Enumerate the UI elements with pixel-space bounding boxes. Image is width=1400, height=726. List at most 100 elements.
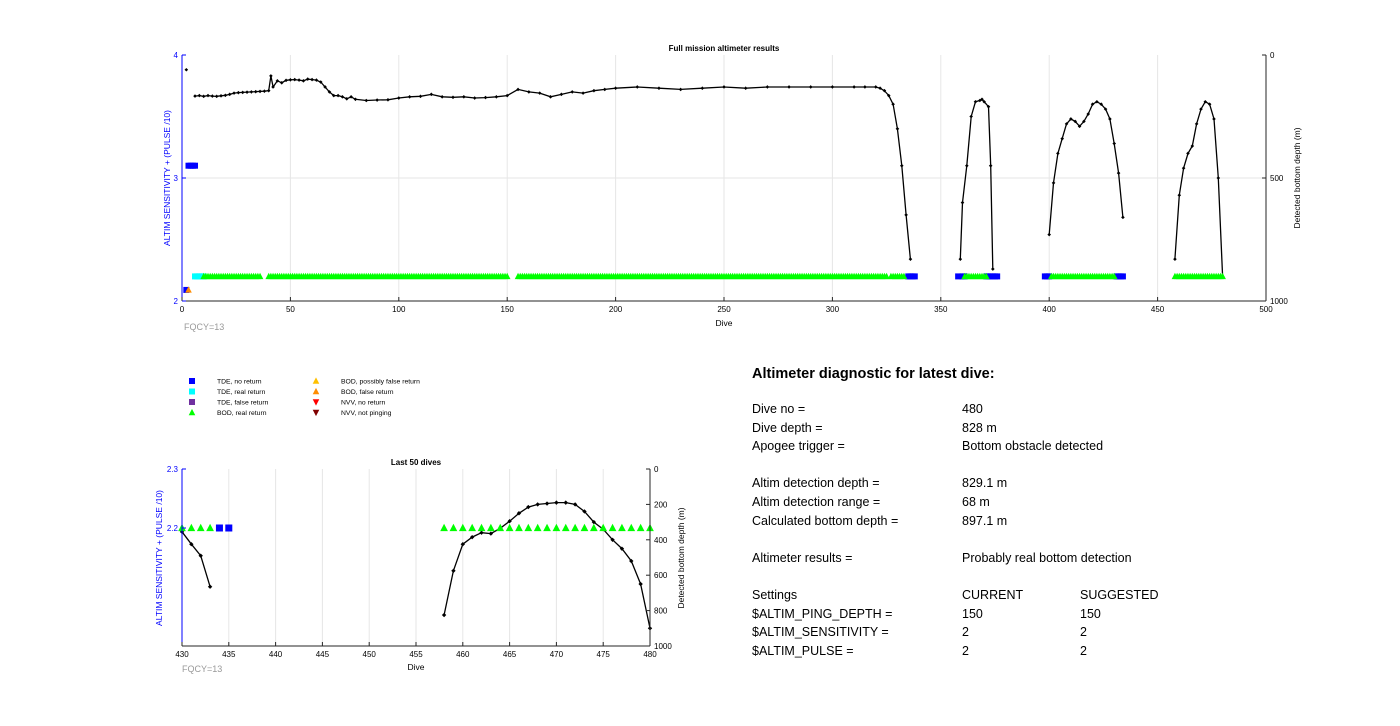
depth-point	[722, 85, 726, 89]
bod-real-return-marker	[477, 523, 486, 532]
current-header: CURRENT	[962, 587, 1024, 602]
depth-point	[1203, 99, 1208, 104]
depth-point	[245, 90, 249, 94]
depth-point	[657, 86, 661, 91]
right-axis-label: Detected bottom depth (m)	[676, 507, 686, 608]
depth-point	[891, 102, 895, 106]
grid	[181, 55, 1267, 301]
bod-real-return-marker	[608, 523, 617, 532]
depth-point	[314, 78, 319, 82]
depth-point	[460, 542, 465, 547]
left-tick-label: 2	[174, 297, 179, 306]
depth-point	[581, 91, 585, 95]
detection-depth-value: 829.1 m	[962, 476, 1008, 491]
nvv-not-pinging-legend-marker	[312, 409, 320, 417]
bod-possibly-false-legend-marker	[312, 377, 320, 384]
depth-point	[262, 89, 267, 93]
depth-point	[451, 95, 455, 100]
depth-point	[193, 94, 197, 98]
legend-label: TDE, false return	[217, 400, 269, 407]
depth-point	[548, 95, 553, 99]
depth-point	[327, 90, 332, 94]
depth-line	[443, 501, 651, 629]
depth-point	[1190, 144, 1195, 148]
depth-line	[1174, 100, 1224, 277]
depth-point	[969, 114, 973, 119]
right-tick-label: 200	[654, 500, 668, 509]
tde-false-return-legend-marker	[189, 399, 195, 405]
depth-point	[1108, 117, 1112, 121]
sensitivity-current: 2	[962, 625, 969, 640]
x-tick-label: 50	[286, 305, 295, 314]
bod-real-return-marker	[206, 523, 214, 532]
depth-point	[537, 91, 542, 95]
frequency-annotation: FQCY=13	[184, 322, 224, 332]
depth-point	[219, 94, 223, 98]
legend-label: BOD, possibly false return	[341, 379, 420, 386]
bod-real-return-marker	[552, 523, 561, 532]
left-axis-label: ALTIM SENSITIVITY + (PULSE /10)	[162, 110, 172, 246]
x-tick-label: 455	[409, 650, 423, 659]
depth-point	[908, 257, 913, 261]
depth-point	[559, 92, 564, 97]
depth-line	[959, 98, 994, 270]
tde-no-return-marker	[1046, 273, 1053, 280]
depth-point	[899, 163, 904, 168]
x-tick-label: 440	[269, 650, 283, 659]
depth-point	[1112, 141, 1117, 146]
bod-real-return-marker	[505, 523, 514, 532]
right-tick-label: 400	[654, 536, 668, 545]
left-tick-label: 2.2	[167, 524, 179, 533]
pulse-row: $ALTIM_PULSE = 2 2	[752, 642, 1352, 661]
bod-real-return-marker	[599, 523, 608, 532]
bod-real-return-marker	[627, 523, 636, 532]
right-tick-label: 500	[1270, 174, 1284, 183]
dive-depth-label: Dive depth =	[752, 420, 823, 435]
tde-real-return-legend-marker	[189, 388, 195, 395]
depth-point	[472, 96, 477, 100]
depth-point	[1069, 117, 1073, 121]
bod-real-return-marker	[503, 272, 511, 280]
nvv-no-return-legend-marker	[312, 399, 320, 406]
x-tick-label: 435	[222, 650, 236, 659]
bod-real-return-marker	[187, 523, 196, 532]
tde-no-return-marker	[225, 524, 233, 532]
x-tick-label: 100	[392, 305, 406, 314]
depth-point	[808, 85, 813, 89]
depth-point	[1103, 107, 1108, 111]
depth-point	[441, 612, 447, 618]
right-tick-label: 0	[1270, 51, 1275, 60]
bod-real-return-marker	[580, 523, 589, 532]
depth-point	[591, 519, 597, 525]
depth-point	[344, 96, 349, 101]
x-tick-label: 200	[609, 305, 623, 314]
pulse-label: $ALTIM_PULSE =	[752, 643, 854, 658]
depth-point	[292, 77, 297, 82]
depth-point	[201, 94, 206, 99]
x-tick-label: 250	[717, 305, 731, 314]
x-tick-label: 480	[643, 650, 657, 659]
depth-point	[878, 86, 882, 91]
depth-point	[353, 97, 358, 102]
bod-real-return-marker	[618, 523, 626, 532]
depth-point	[375, 98, 379, 102]
depth-point	[1060, 136, 1065, 141]
ping-depth-suggested: 150	[1080, 606, 1101, 621]
depth-point	[494, 95, 499, 99]
depth-point	[570, 90, 575, 94]
spacer	[752, 456, 1352, 475]
detection-range-label: Altim detection range =	[752, 494, 881, 509]
depth-point	[980, 97, 984, 102]
bod-real-return-marker	[196, 523, 205, 532]
right-axis-label: Detected bottom depth (m)	[1292, 127, 1302, 228]
bod-real-return-marker	[533, 523, 542, 532]
depth-point	[1099, 102, 1104, 106]
depth-point	[516, 87, 520, 92]
depth-point	[1077, 124, 1082, 129]
ping-depth-row: $ALTIM_PING_DEPTH = 150 150	[752, 605, 1352, 624]
ping-depth-label: $ALTIM_PING_DEPTH =	[752, 606, 893, 621]
bod-real-return-marker	[983, 272, 990, 280]
depth-point	[483, 95, 488, 100]
spacer	[752, 567, 1352, 586]
